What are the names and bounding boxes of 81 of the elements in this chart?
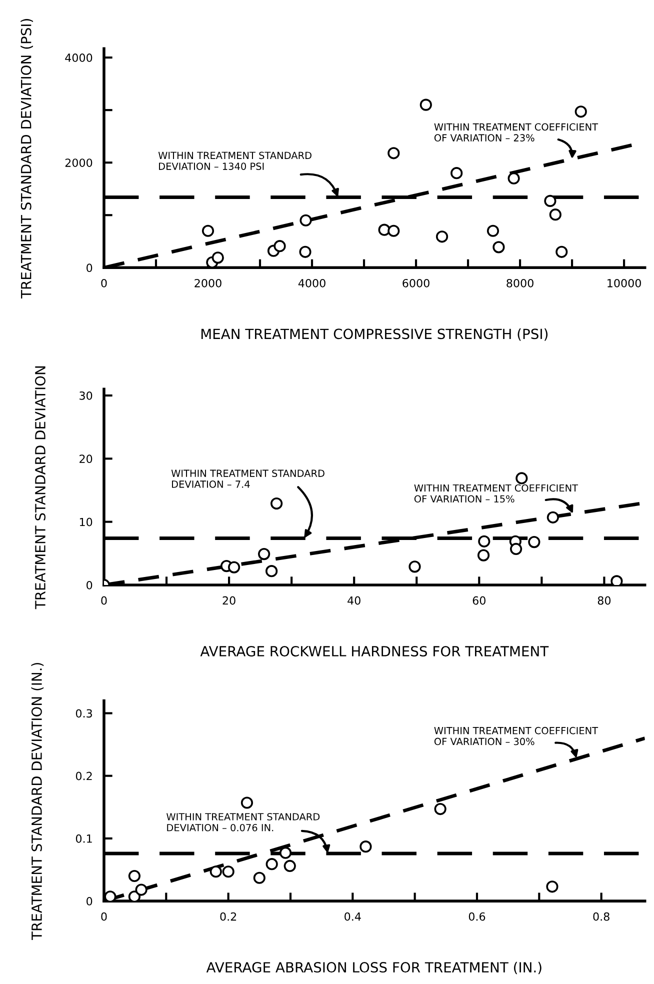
x-tick-label: 80 — [598, 596, 611, 605]
x-tick-label: 40 — [348, 596, 360, 605]
point — [492, 241, 505, 254]
point — [408, 560, 421, 573]
point — [299, 246, 312, 258]
y-tick-label: 2000 — [65, 158, 92, 167]
y-tick-label: 30 — [80, 391, 92, 400]
point — [128, 870, 141, 882]
point — [274, 240, 286, 252]
y-axis-title: TREATMENT STANDARD DEVIATION (IN.) — [31, 662, 44, 940]
x-tick-label: 0.6 — [468, 912, 486, 921]
x-tick-label: 0 — [101, 596, 107, 605]
point — [388, 147, 400, 160]
point — [610, 575, 623, 585]
x-tick-label: 0 — [101, 912, 107, 921]
point — [270, 497, 283, 510]
annotation: WITHIN TREATMENT STANDARD DEVIATION – 7.4 — [171, 470, 324, 488]
point — [222, 866, 234, 878]
point — [388, 224, 400, 237]
x-tick-label: 4000 — [298, 278, 326, 288]
point — [477, 549, 490, 562]
x-tick-label: 8000 — [506, 278, 534, 288]
point — [510, 542, 522, 556]
point — [360, 840, 372, 853]
point — [450, 167, 463, 180]
y-tick-label: 0.2 — [76, 772, 92, 780]
point — [300, 214, 312, 226]
annotation: WITHIN TREATMENT COEFFICIENT OF VARIATION – 15% — [414, 484, 578, 503]
point — [574, 106, 587, 118]
y-tick-label: 20 — [80, 454, 92, 464]
x-axis-title: AVERAGE ROCKWELL HARDNESS FOR TREATMENT — [200, 646, 549, 656]
point — [486, 224, 500, 237]
point — [210, 866, 222, 878]
point — [240, 796, 254, 809]
x-axis-title: AVERAGE ABRASION LOSS FOR TREATMENT (IN.) — [206, 962, 542, 974]
point — [284, 860, 296, 872]
point — [253, 872, 266, 884]
point — [516, 472, 528, 484]
annotation: WITHIN TREATMENT STANDARD DEVIATION – 1340 PSI — [158, 152, 312, 170]
y-tick-label: 0 — [86, 580, 92, 590]
x-axis-title: MEAN TREATMENT COMPRESSIVE STRENGTH (PSI) — [201, 328, 548, 341]
y-tick-label: 0 — [86, 897, 92, 906]
point — [556, 246, 568, 258]
point — [135, 884, 148, 896]
x-tick-label: 0.2 — [220, 912, 236, 921]
y-tick-label: 0.3 — [76, 709, 92, 718]
annotation: WITHIN TREATMENT COEFFICIENT OF VARIATION – 23% — [434, 123, 598, 142]
y-tick-label: 0.1 — [76, 834, 92, 843]
point — [478, 535, 490, 548]
point — [434, 802, 446, 816]
x-tick-label: 10000 — [608, 278, 641, 288]
point — [436, 230, 448, 243]
y-axis-title: TREATMENT STANDARD DEVIATION (PSI) — [20, 19, 33, 298]
x-tick-label: 0 — [101, 278, 107, 288]
point — [528, 536, 540, 548]
annotation: WITHIN TREATMENT STANDARD DEVIATION – 0.076 IN. — [166, 813, 320, 832]
point — [549, 208, 562, 221]
x-tick-label: 0.4 — [344, 912, 361, 921]
y-tick-label: 0 — [86, 264, 92, 272]
point — [544, 194, 556, 207]
point — [104, 890, 116, 902]
point — [202, 224, 214, 237]
x-tick-label: 0.8 — [593, 912, 610, 921]
point — [266, 858, 278, 870]
y-tick-label: 10 — [80, 518, 92, 526]
point — [508, 172, 520, 184]
point — [279, 846, 292, 859]
annotation: WITHIN TREATMENT COEFFICIENT OF VARIATION – 30% — [434, 726, 598, 746]
x-tick-label: 2000 — [194, 278, 222, 288]
point — [228, 561, 240, 574]
x-tick-label: 60 — [472, 596, 486, 605]
point — [420, 98, 432, 111]
point — [266, 565, 278, 578]
point — [546, 511, 559, 524]
x-tick-label: 20 — [222, 596, 236, 605]
point — [258, 548, 270, 560]
y-tick-label: 4000 — [65, 54, 92, 62]
point — [212, 252, 224, 264]
point — [546, 880, 558, 893]
y-axis-title: TREATMENT STANDARD DEVIATION — [34, 366, 46, 610]
x-tick-label: 6000 — [402, 278, 430, 288]
